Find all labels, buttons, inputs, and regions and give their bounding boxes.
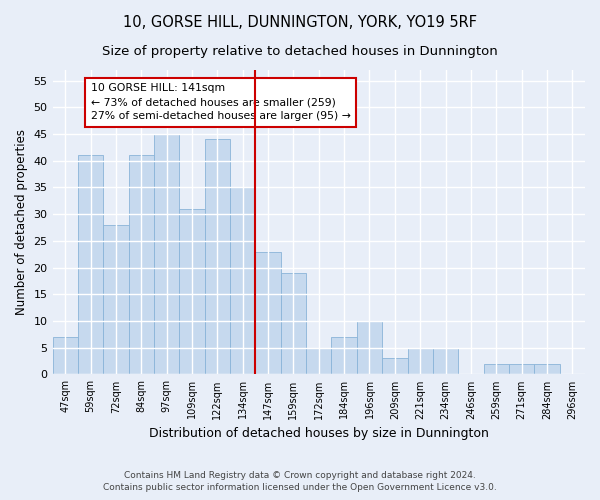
Bar (179, 209, 205, 374)
Bar (407, 348, 433, 374)
Bar (256, 252, 281, 374)
Y-axis label: Number of detached properties: Number of detached properties (15, 129, 28, 315)
Text: Contains HM Land Registry data © Crown copyright and database right 2024.
Contai: Contains HM Land Registry data © Crown c… (103, 471, 497, 492)
Bar (382, 358, 407, 374)
Text: 10 GORSE HILL: 141sqm
← 73% of detached houses are smaller (259)
27% of semi-det: 10 GORSE HILL: 141sqm ← 73% of detached … (91, 84, 350, 122)
Bar (331, 337, 357, 374)
Bar (103, 225, 128, 374)
Bar (205, 140, 230, 374)
Bar (306, 348, 331, 374)
Bar (230, 188, 256, 374)
Bar (433, 348, 458, 374)
Bar (53, 337, 78, 374)
Text: 10, GORSE HILL, DUNNINGTON, YORK, YO19 5RF: 10, GORSE HILL, DUNNINGTON, YORK, YO19 5… (123, 15, 477, 30)
Bar (509, 364, 534, 374)
Bar (128, 156, 154, 374)
Bar (281, 273, 306, 374)
Bar (357, 321, 382, 374)
X-axis label: Distribution of detached houses by size in Dunnington: Distribution of detached houses by size … (149, 427, 489, 440)
Bar (154, 134, 179, 374)
Bar (484, 364, 509, 374)
Text: Size of property relative to detached houses in Dunnington: Size of property relative to detached ho… (102, 45, 498, 58)
Bar (534, 364, 560, 374)
Bar (78, 156, 103, 374)
